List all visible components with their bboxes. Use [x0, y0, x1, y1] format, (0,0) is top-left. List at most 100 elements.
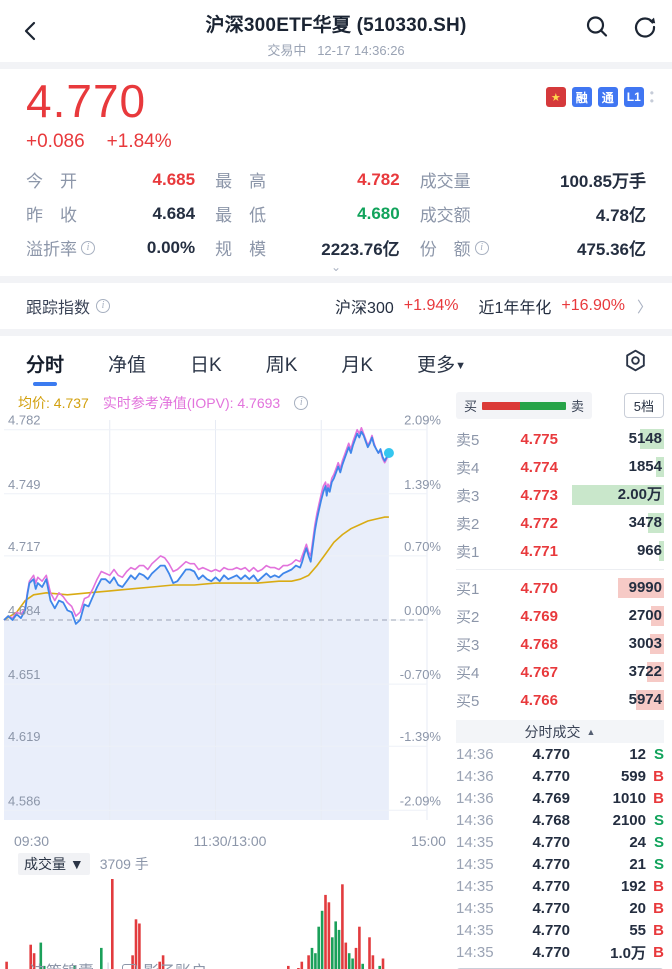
- tab-更多[interactable]: 更多▼: [417, 354, 466, 376]
- stat-item: 成交量 100.85万手: [419, 172, 646, 192]
- volume-selector[interactable]: 成交量 ▼: [18, 853, 90, 876]
- time-tick: 15:00: [410, 833, 446, 850]
- buy-sell-depth-bar: [482, 401, 566, 410]
- ask-row[interactable]: 卖4 4.774 1854: [456, 457, 664, 478]
- margin-badge: 融: [571, 87, 592, 107]
- bid-row[interactable]: 买3 4.768 3003: [456, 634, 664, 655]
- refresh-icon[interactable]: [632, 14, 658, 40]
- bid-row[interactable]: 买5 4.766 5974: [456, 690, 664, 711]
- order-panel: 买 卖 5档 卖5 4.775 5148 卖4 4.774 1854 卖3 4.773 2.00…: [456, 392, 664, 969]
- trade-row: 14:35 4.770 1.0万 B: [456, 943, 664, 962]
- price-change: +0.086: [26, 131, 85, 153]
- trade-row: 14:35 4.770 55 B: [456, 921, 664, 939]
- tick-trades-list: 14:36 4.770 12 S 14:36 4.770 599 B 14:36 4.769 101…: [456, 743, 664, 963]
- decision-tips-link[interactable]: 决策锦囊: [30, 958, 94, 969]
- index-change: +1.94%: [403, 297, 459, 315]
- info-icon[interactable]: i: [474, 240, 489, 255]
- chart-tabs: 分时 净值 日K 周K 月K 更多▼: [0, 336, 672, 388]
- price-change-pct: +1.84%: [106, 131, 172, 153]
- ask-row[interactable]: 卖1 4.771 966: [456, 541, 664, 562]
- intraday-chart-column: 均价: 4.737 实时参考净值(IOPV): 4.7693 i 4.782 2.…: [0, 392, 452, 969]
- tab-分时[interactable]: 分时: [26, 350, 64, 377]
- svg-text:4.684: 4.684: [8, 603, 41, 618]
- svg-text:-2.09%: -2.09%: [400, 794, 442, 809]
- trade-row: 14:36 4.769 1010 B: [456, 789, 664, 807]
- svg-text:4.586: 4.586: [8, 794, 41, 809]
- page-title: 沪深300ETF华夏 (510330.SH): [205, 14, 467, 36]
- stat-item: 规 模 2223.76亿: [215, 240, 400, 260]
- stats-grid: 今 开 4.685 最 高 4.782 成交量 100.85万手昨 收 4.684 最 低 4.…: [0, 163, 672, 262]
- annualized-label: 近1年年化: [478, 300, 552, 318]
- time-tick: 09:30: [14, 833, 50, 850]
- tab-净值[interactable]: 净值: [108, 354, 147, 376]
- svg-text:-1.39%: -1.39%: [400, 730, 442, 745]
- header: 沪深300ETF华夏 (510330.SH) 交易中 12-17 14:36:2…: [0, 0, 672, 62]
- stat-item: 昨 收 4.684: [26, 203, 196, 226]
- time-axis: 09:30 11:30/13:00 15:00: [0, 831, 452, 853]
- index-name: 沪深300: [335, 300, 394, 318]
- sell-label: 卖: [571, 399, 585, 415]
- current-bar-volume: 3709 手: [99, 856, 149, 873]
- svg-text:4.782: 4.782: [8, 414, 41, 428]
- level-depth-toggle[interactable]: 5档: [623, 393, 664, 419]
- stat-item: 最 低 4.680: [215, 203, 400, 226]
- quote-section: 4.770 +0.086 +1.84% ★ 融 通 L1 • •: [0, 69, 672, 163]
- trade-row: 14:35 4.770 20 B: [456, 899, 664, 917]
- stat-item: 最 高 4.782: [215, 169, 400, 192]
- connect-badge: 通: [597, 87, 618, 107]
- info-icon[interactable]: i: [96, 299, 111, 314]
- svg-text:1.39%: 1.39%: [404, 477, 441, 492]
- tab-月K[interactable]: 月K: [341, 354, 374, 376]
- stat-item: 今 开 4.685: [26, 169, 196, 192]
- stat-item: 份 额 i 475.36亿: [419, 240, 646, 260]
- info-icon[interactable]: i: [81, 240, 95, 255]
- ask-row[interactable]: 卖3 4.773 2.00万: [456, 485, 664, 506]
- ask-levels: 卖5 4.775 5148 卖4 4.774 1854 卖3 4.773 2.00万 卖2 4.77…: [456, 425, 664, 565]
- info-icon[interactable]: i: [294, 396, 309, 411]
- chart-settings-gear-icon[interactable]: [623, 348, 648, 378]
- ask-row[interactable]: 卖2 4.772 3478: [456, 513, 664, 534]
- bid-levels: 买1 4.770 9990 买2 4.769 2700 买3 4.768 3003 买4 4.767…: [456, 574, 664, 714]
- expand-stats-chevron-icon[interactable]: ⌄: [330, 260, 342, 275]
- back-button[interactable]: [14, 14, 48, 48]
- svg-text:0.70%: 0.70%: [404, 539, 441, 554]
- search-icon[interactable]: [584, 14, 610, 40]
- svg-text:4.717: 4.717: [8, 539, 41, 554]
- footer-toolbar: 决策锦囊 | 影子账户: [0, 958, 452, 969]
- svg-text:0.00%: 0.00%: [404, 603, 441, 618]
- collapse-triangle-icon: ▲: [586, 726, 596, 737]
- tab-日K[interactable]: 日K: [190, 354, 222, 376]
- svg-text:2.09%: 2.09%: [404, 414, 441, 428]
- chart-legend: 均价: 4.737 实时参考净值(IOPV): 4.7693 i: [0, 392, 452, 414]
- svg-text:4.619: 4.619: [8, 730, 41, 745]
- volume-header: 成交量 ▼ 3709 手: [0, 853, 452, 876]
- trade-row: 14:36 4.768 2100 S: [456, 811, 664, 829]
- more-dots-icon[interactable]: • •: [649, 86, 654, 108]
- divider: [0, 62, 672, 69]
- depth-ratio-bar: 买 卖: [456, 392, 593, 420]
- tick-trades-header[interactable]: 分时成交 ▲: [456, 720, 664, 744]
- bid-row[interactable]: 买4 4.767 3722: [456, 662, 664, 683]
- annualized-value: +16.90%: [561, 297, 625, 315]
- ask-row[interactable]: 卖5 4.775 5148: [456, 429, 664, 450]
- back-chevron-icon: [24, 21, 36, 41]
- tracking-index-row[interactable]: 跟踪指数 i 沪深300 +1.94% 近1年年化 +16.90% 〉: [0, 283, 672, 329]
- level1-badge: L1: [623, 87, 644, 107]
- buy-label: 买: [464, 399, 478, 415]
- tab-周K[interactable]: 周K: [265, 354, 298, 376]
- bid-row[interactable]: 买1 4.770 9990: [456, 578, 664, 599]
- svg-text:4.651: 4.651: [8, 667, 41, 682]
- intraday-price-chart[interactable]: 4.782 2.09% 4.749 1.39% 4.717 0.70% 4.684 0.00%…: [0, 413, 452, 831]
- shadow-account-toggle[interactable]: 影子账户: [122, 958, 207, 969]
- divider: [0, 276, 672, 284]
- bid-row[interactable]: 买2 4.769 2700: [456, 606, 664, 627]
- time-tick: 11:30/13:00: [193, 833, 267, 850]
- tag-badges: ★ 融 通 L1 • •: [545, 86, 654, 108]
- avg-price-legend: 均价: 4.737: [18, 395, 89, 412]
- iopv-legend: 实时参考净值(IOPV): 4.7693: [102, 395, 281, 412]
- stat-item: 溢折率 i 0.00%: [26, 237, 196, 260]
- stat-item: 成交额 4.78亿: [419, 206, 646, 226]
- trading-status-datetime: 交易中 12-17 14:36:26: [0, 40, 672, 59]
- checkbox-icon: [122, 964, 138, 969]
